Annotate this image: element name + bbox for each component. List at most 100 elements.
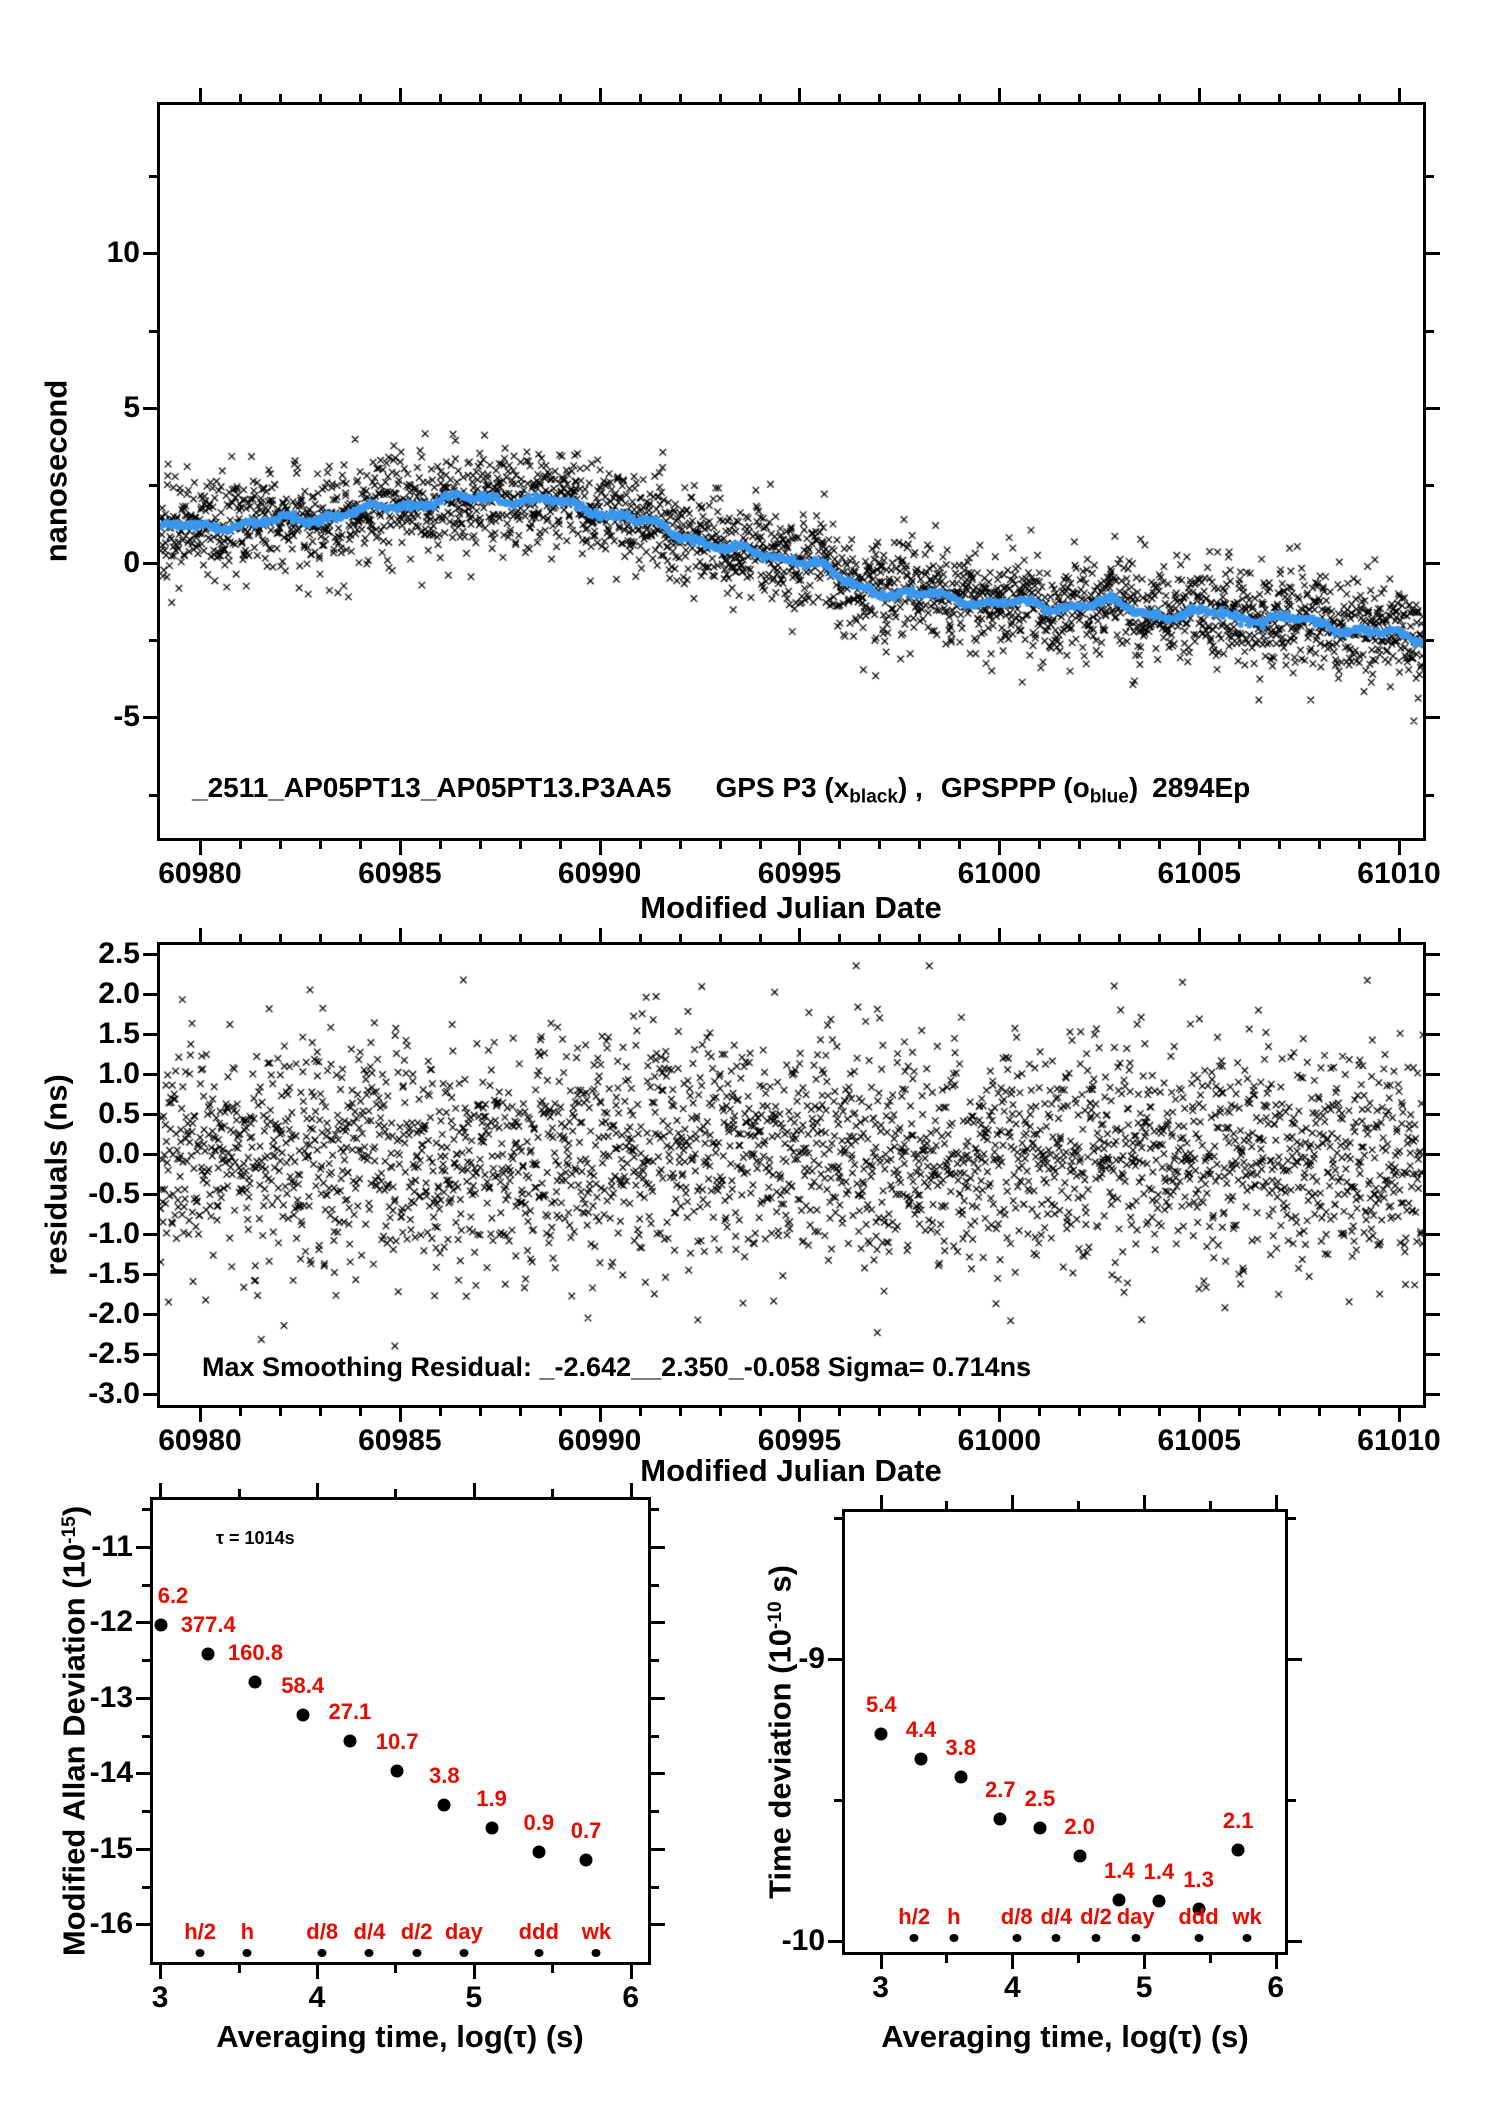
x-tick (679, 934, 682, 942)
data-point-label: 2.1 (1222, 1807, 1254, 1833)
x-tick (394, 1489, 397, 1497)
y-tick (142, 1508, 150, 1511)
x-tick (1143, 1495, 1146, 1509)
unit-marker (195, 1948, 205, 1957)
x-tick (551, 1965, 554, 1973)
x-tick (519, 94, 522, 102)
x-tick (1358, 841, 1361, 849)
y-tick (1426, 1393, 1440, 1396)
x-tick (239, 934, 242, 942)
x-tick (599, 841, 602, 855)
y-tick-label: -13 (89, 1680, 133, 1714)
x-tick (639, 94, 642, 102)
unit-marker (909, 1933, 919, 1942)
x-tick (473, 1965, 476, 1979)
data-point (993, 1812, 1007, 1826)
x-tick-label: 5 (465, 1981, 483, 2014)
x-tick (1275, 1955, 1278, 1969)
x-tick (878, 94, 881, 102)
x-tick (599, 928, 602, 942)
unit-marker-label: wk (581, 1918, 612, 1944)
y-tick (1426, 794, 1434, 797)
data-point (874, 1727, 888, 1741)
x-tick (239, 1408, 242, 1416)
x-tick (759, 934, 762, 942)
data-point (579, 1853, 593, 1867)
top-chart-scatter-canvas (160, 105, 1423, 838)
data-point-label: 0.9 (523, 1810, 555, 1836)
x-tick (559, 934, 562, 942)
unit-marker-label: day (1116, 1903, 1155, 1929)
y-tick (136, 1697, 150, 1700)
y-tick (1426, 1153, 1440, 1156)
x-tick (719, 94, 722, 102)
unit-marker-label: wk (1232, 1903, 1262, 1929)
x-tick (559, 94, 562, 102)
data-point (914, 1752, 928, 1766)
data-point-label: 5.4 (866, 1692, 897, 1718)
residuals-chart-x-axis-title: Modified Julian Date (640, 1453, 942, 1488)
x-tick-label: 61010 (1357, 857, 1441, 890)
data-point-label: 160.8 (227, 1640, 283, 1666)
y-tick (828, 1940, 842, 1943)
x-tick (1078, 94, 1081, 102)
x-tick (1078, 841, 1081, 849)
x-tick (1011, 1495, 1014, 1509)
y-tick (143, 1273, 157, 1276)
x-tick (639, 934, 642, 942)
x-tick (878, 1408, 881, 1416)
x-tick (1158, 934, 1161, 942)
y-tick (1288, 1658, 1302, 1661)
y-tick (1426, 1033, 1440, 1036)
x-tick-label: 3 (872, 1971, 889, 2004)
top-chart-x-axis-title: Modified Julian Date (640, 890, 942, 925)
x-tick (519, 841, 522, 849)
y-tick-label: -9 (798, 1641, 825, 1675)
x-tick (1398, 841, 1401, 855)
x-tick (1038, 1408, 1041, 1416)
y-tick (143, 252, 157, 255)
x-tick (759, 94, 762, 102)
x-tick (479, 94, 482, 102)
y-tick (1426, 252, 1440, 255)
x-tick (1238, 1408, 1241, 1416)
x-tick (319, 94, 322, 102)
y-tick (1426, 1313, 1440, 1316)
x-tick (958, 1408, 961, 1416)
x-tick (1398, 1408, 1401, 1422)
x-tick (399, 841, 402, 855)
unit-marker-label: d/8 (1000, 1903, 1033, 1929)
y-tick (143, 993, 157, 996)
y-tick-label: 0 (123, 545, 140, 579)
x-tick (1158, 94, 1161, 102)
x-tick-label: 60995 (757, 857, 842, 890)
x-tick-label: 6 (1267, 1971, 1285, 2004)
tdev-chart-y-axis-title: Time deviation (10-10 s) (762, 1565, 798, 1899)
x-tick (359, 1408, 362, 1416)
x-tick (1275, 1495, 1278, 1509)
data-point (1152, 1894, 1166, 1908)
x-tick (1318, 841, 1321, 849)
x-tick (439, 841, 442, 849)
unit-marker (412, 1948, 422, 1957)
x-tick (918, 94, 921, 102)
y-tick (149, 175, 157, 178)
x-tick (679, 841, 682, 849)
data-point (248, 1675, 262, 1689)
x-tick (1209, 1501, 1212, 1509)
ppp-series-sub: blue (1089, 786, 1129, 808)
x-tick (599, 88, 602, 102)
data-point-label: 58.4 (281, 1673, 325, 1699)
x-tick (559, 841, 562, 849)
x-tick (719, 934, 722, 942)
y-tick-label: 2.0 (98, 976, 140, 1010)
x-tick-label: 60990 (557, 1424, 642, 1457)
x-tick (519, 1408, 522, 1416)
y-tick (1426, 175, 1434, 178)
x-tick (1078, 1408, 1081, 1416)
x-tick (279, 934, 282, 942)
y-tick (143, 716, 157, 719)
unit-marker (949, 1933, 959, 1942)
data-point (390, 1764, 404, 1778)
x-tick (838, 94, 841, 102)
